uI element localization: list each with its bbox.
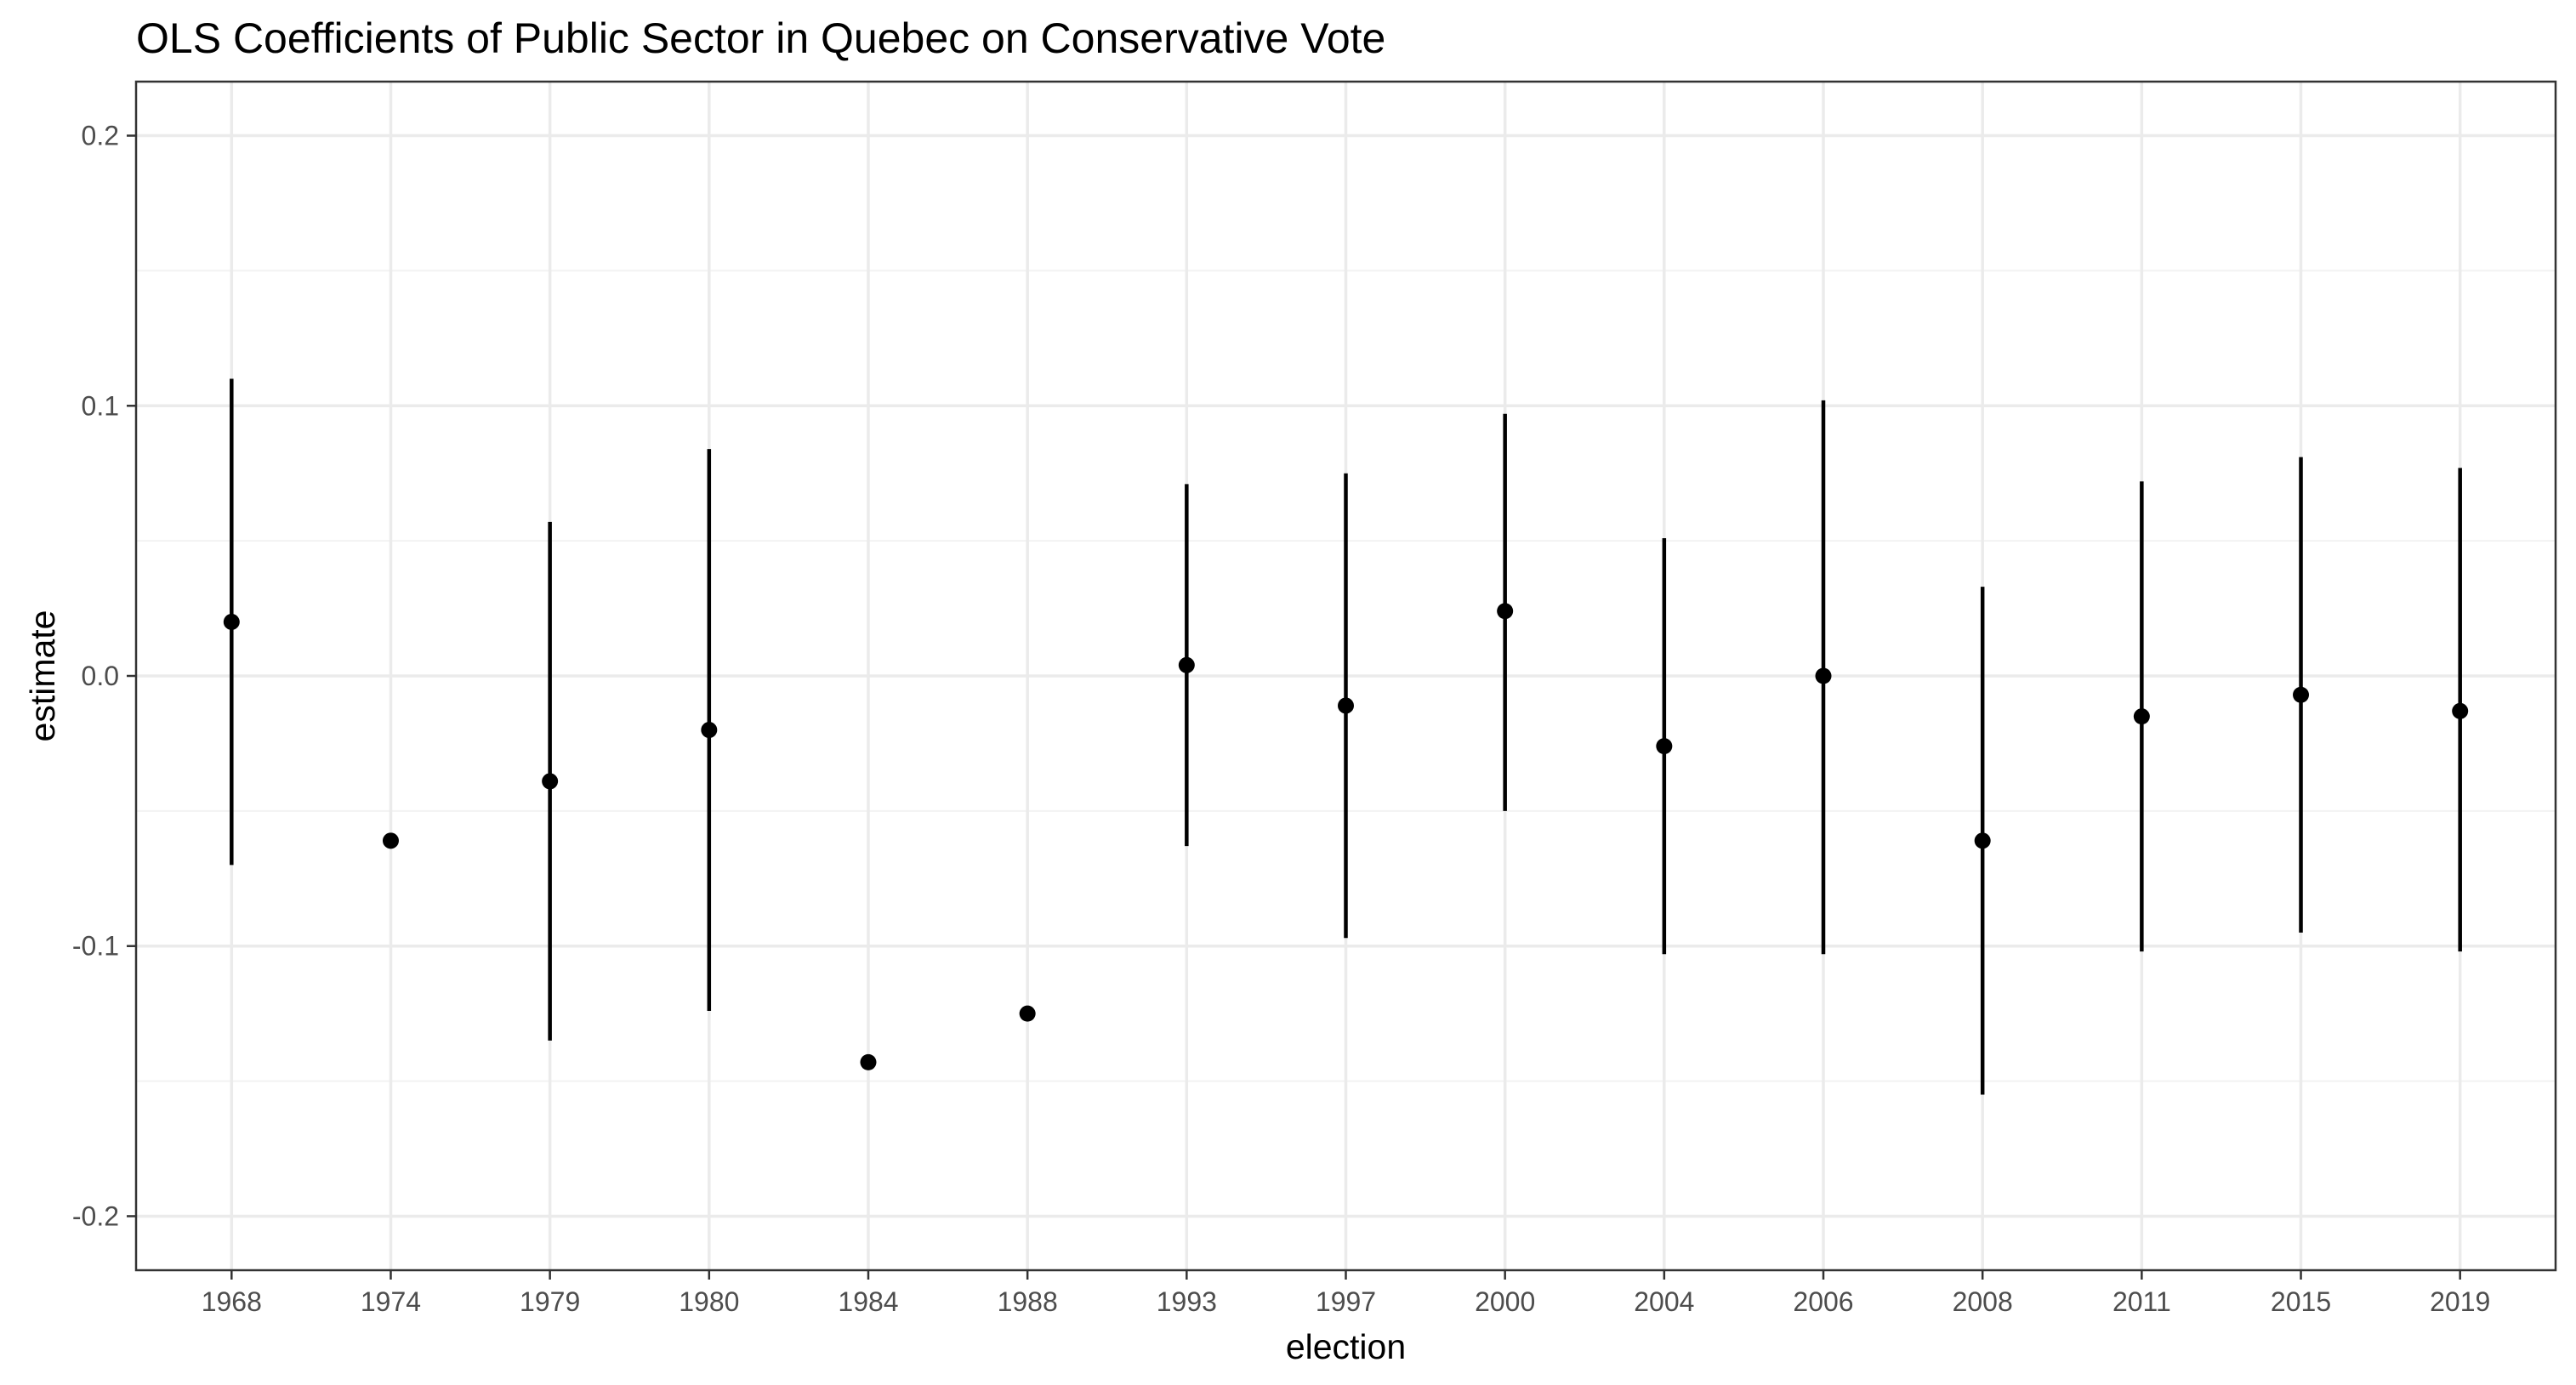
y-tick-label: 0.1 bbox=[82, 390, 119, 421]
x-tick-label: 1974 bbox=[361, 1286, 421, 1317]
x-tick-label: 2015 bbox=[2271, 1286, 2331, 1317]
point-1968 bbox=[223, 613, 240, 630]
point-1984 bbox=[860, 1053, 877, 1070]
point-1988 bbox=[1019, 1005, 1036, 1022]
point-1979 bbox=[542, 773, 559, 790]
y-tick-label: -0.1 bbox=[72, 931, 119, 962]
point-2019 bbox=[2452, 702, 2469, 719]
x-tick-label: 2004 bbox=[1634, 1286, 1694, 1317]
x-tick-label: 1968 bbox=[202, 1286, 262, 1317]
point-2000 bbox=[1497, 603, 1514, 620]
y-tick-label: 0.2 bbox=[82, 121, 119, 151]
x-tick-label: 1993 bbox=[1157, 1286, 1217, 1317]
point-2011 bbox=[2133, 708, 2150, 725]
point-1980 bbox=[701, 722, 718, 739]
y-axis-title: estimate bbox=[23, 610, 62, 742]
x-tick-label: 2006 bbox=[1793, 1286, 1853, 1317]
x-tick-label: 2019 bbox=[2430, 1286, 2490, 1317]
x-tick-label: 1984 bbox=[838, 1286, 898, 1317]
point-2006 bbox=[1815, 667, 1832, 684]
x-tick-label: 1988 bbox=[998, 1286, 1058, 1317]
point-2015 bbox=[2293, 686, 2310, 703]
x-tick-label: 2011 bbox=[2113, 1286, 2171, 1317]
x-axis-title: election bbox=[1286, 1327, 1406, 1366]
x-tick-label: 1980 bbox=[679, 1286, 739, 1317]
point-1997 bbox=[1338, 697, 1354, 714]
data-layer bbox=[223, 378, 2469, 1095]
axes: -0.2 -0.1 0.0 0.1 0.2 1968 1974 1979 1980 1984 198… bbox=[72, 121, 2490, 1317]
x-tick-label: 1997 bbox=[1316, 1286, 1376, 1317]
x-tick-label: 2000 bbox=[1475, 1286, 1535, 1317]
y-tick-label: -0.2 bbox=[72, 1201, 119, 1231]
x-tick-label: 2008 bbox=[1953, 1286, 2013, 1317]
x-tick-label: 1979 bbox=[520, 1286, 580, 1317]
chart-title: OLS Coefficients of Public Sector in Que… bbox=[136, 14, 1385, 62]
point-1993 bbox=[1178, 656, 1195, 673]
point-2008 bbox=[1974, 832, 1991, 849]
y-tick-label: 0.0 bbox=[82, 661, 119, 691]
point-1974 bbox=[382, 832, 399, 849]
point-2004 bbox=[1656, 738, 1673, 755]
